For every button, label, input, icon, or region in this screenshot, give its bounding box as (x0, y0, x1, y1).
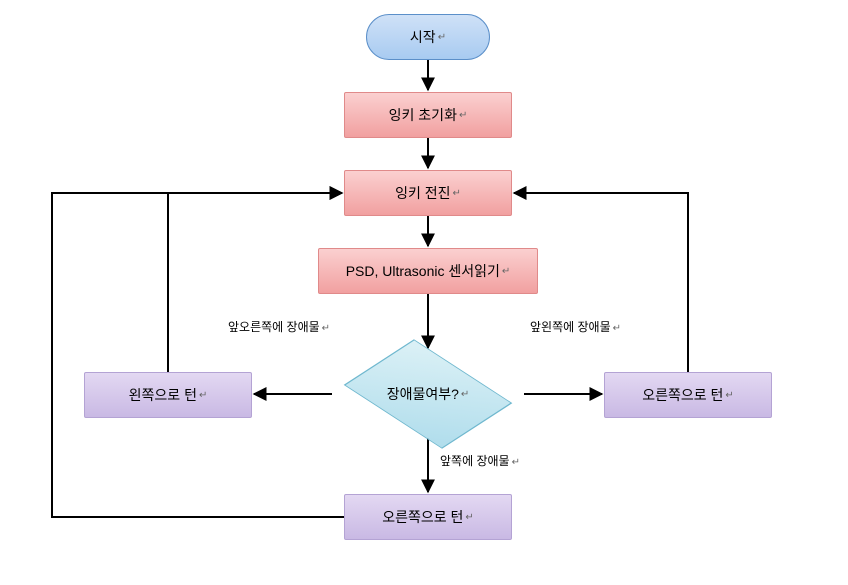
edge-label-front-right-text: 앞오른쪽에 장애물 (228, 320, 320, 334)
node-turn-right-2: 오른쪽으로 턴↵ (344, 494, 512, 540)
return-mark: ↵ (438, 32, 446, 43)
node-turn-right-2-label: 오른쪽으로 턴 (382, 507, 463, 527)
node-turn-left-label: 왼쪽으로 턴 (129, 385, 197, 405)
edge-label-front-right: 앞오른쪽에 장애물↵ (228, 318, 330, 335)
node-forward: 잉키 전진↵ (344, 170, 512, 216)
return-mark: ↵ (322, 323, 330, 334)
node-turn-right-label: 오른쪽으로 턴 (642, 385, 723, 405)
edge-label-front: 앞쪽에 장애물↵ (440, 452, 520, 469)
node-init: 잉키 초기화↵ (344, 92, 512, 138)
node-turn-right: 오른쪽으로 턴↵ (604, 372, 772, 418)
node-turn-left: 왼쪽으로 턴↵ (84, 372, 252, 418)
return-mark: ↵ (465, 512, 473, 523)
node-start-label: 시작 (410, 27, 436, 47)
node-forward-label: 잉키 전진 (395, 183, 450, 203)
edge-label-front-text: 앞쪽에 장애물 (440, 454, 510, 468)
return-mark: ↵ (453, 188, 461, 199)
node-decision-label: 장애물여부? (387, 384, 459, 404)
edge-label-front-left-text: 앞왼쪽에 장애물 (530, 320, 611, 334)
return-mark: ↵ (512, 457, 520, 468)
return-mark: ↵ (461, 389, 469, 400)
node-start: 시작↵ (366, 14, 490, 60)
edge-label-front-left: 앞왼쪽에 장애물↵ (530, 318, 621, 335)
node-sensor: PSD, Ultrasonic 센서읽기↵ (318, 248, 538, 294)
node-init-label: 잉키 초기화 (389, 105, 457, 125)
node-sensor-label: PSD, Ultrasonic 센서읽기 (346, 261, 500, 281)
return-mark: ↵ (459, 110, 467, 121)
return-mark: ↵ (725, 390, 733, 401)
node-decision: 장애물여부?↵ (332, 350, 524, 438)
return-mark: ↵ (199, 390, 207, 401)
return-mark: ↵ (613, 323, 621, 334)
return-mark: ↵ (502, 266, 510, 277)
